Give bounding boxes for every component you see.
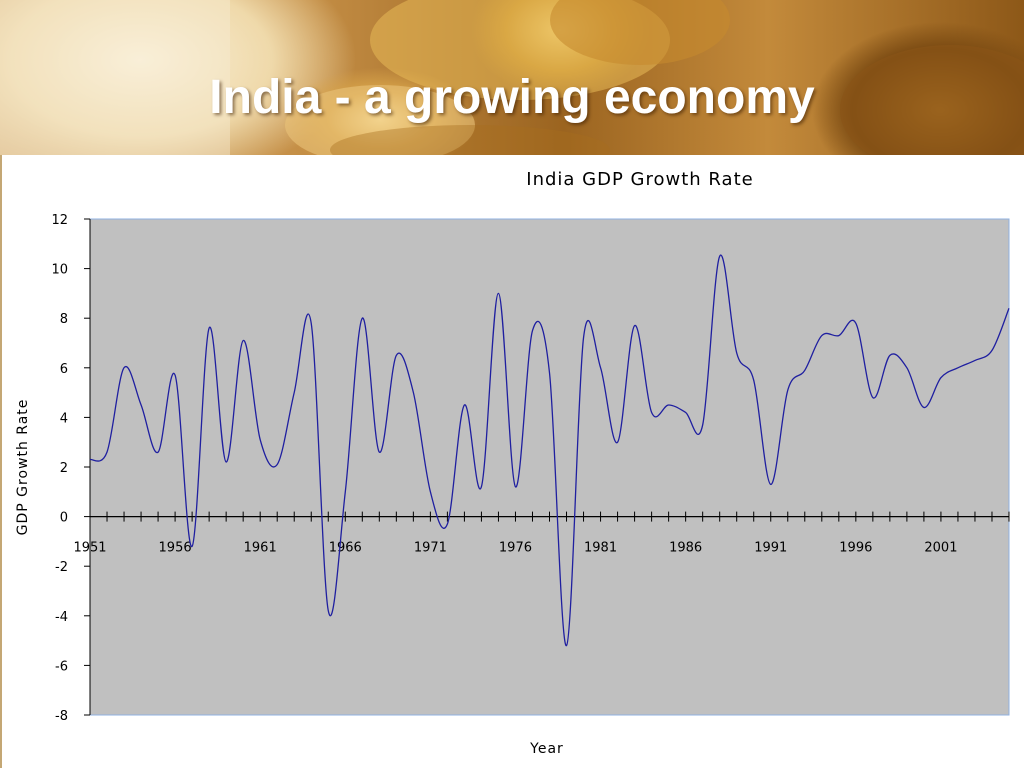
x-tick-label: 1986	[669, 541, 702, 556]
chart-title: India GDP Growth Rate	[526, 169, 753, 190]
x-tick-label: 1981	[584, 541, 617, 556]
y-tick-label: -4	[55, 610, 68, 625]
x-tick-label: 1951	[73, 541, 106, 556]
x-tick-label: 2001	[924, 541, 957, 556]
coins-decoration	[0, 0, 1024, 158]
chart-panel: India GDP Growth Rate 12 10 8 6 4 2 0 -2 -4 -6 -8 …	[0, 155, 1024, 768]
y-tick-label: 10	[51, 263, 68, 278]
x-axis: 1951 1956 1961 1966 1971 1976 1981 1986 1991 1996…	[73, 511, 1010, 556]
y-tick-label: -8	[55, 709, 68, 724]
y-axis-label: GDP Growth Rate	[15, 399, 31, 536]
y-tick-label: 2	[60, 461, 68, 476]
x-tick-label: 1991	[754, 541, 787, 556]
gdp-chart: India GDP Growth Rate 121086420-2-4-6-8 …	[15, 169, 1010, 757]
x-tick-label: 1976	[499, 541, 532, 556]
y-tick-label: 0	[60, 511, 68, 526]
title-banner: India - a growing economy	[0, 0, 1024, 158]
slide-title: India - a growing economy	[209, 71, 815, 124]
y-axis: 12 10 8 6 4 2 0 -2 -4 -6 -8	[51, 213, 91, 724]
y-tick-label: 12	[51, 213, 68, 228]
x-tick-label: 1956	[159, 541, 192, 556]
y-tick-label: 4	[60, 411, 68, 426]
x-tick-label: 1961	[244, 541, 277, 556]
x-tick-label: 1971	[414, 541, 447, 556]
y-tick-label: 8	[60, 312, 68, 327]
y-tick-label: -2	[55, 560, 68, 575]
plot-area	[89, 218, 1010, 716]
series-line-gdp-growth	[89, 254, 1010, 647]
y-tick-label: 6	[60, 362, 68, 377]
x-axis-label: Year	[529, 741, 564, 757]
x-tick-label: 1996	[839, 541, 872, 556]
x-tick-label: 1966	[329, 541, 362, 556]
y-tick-label: -6	[55, 659, 68, 674]
